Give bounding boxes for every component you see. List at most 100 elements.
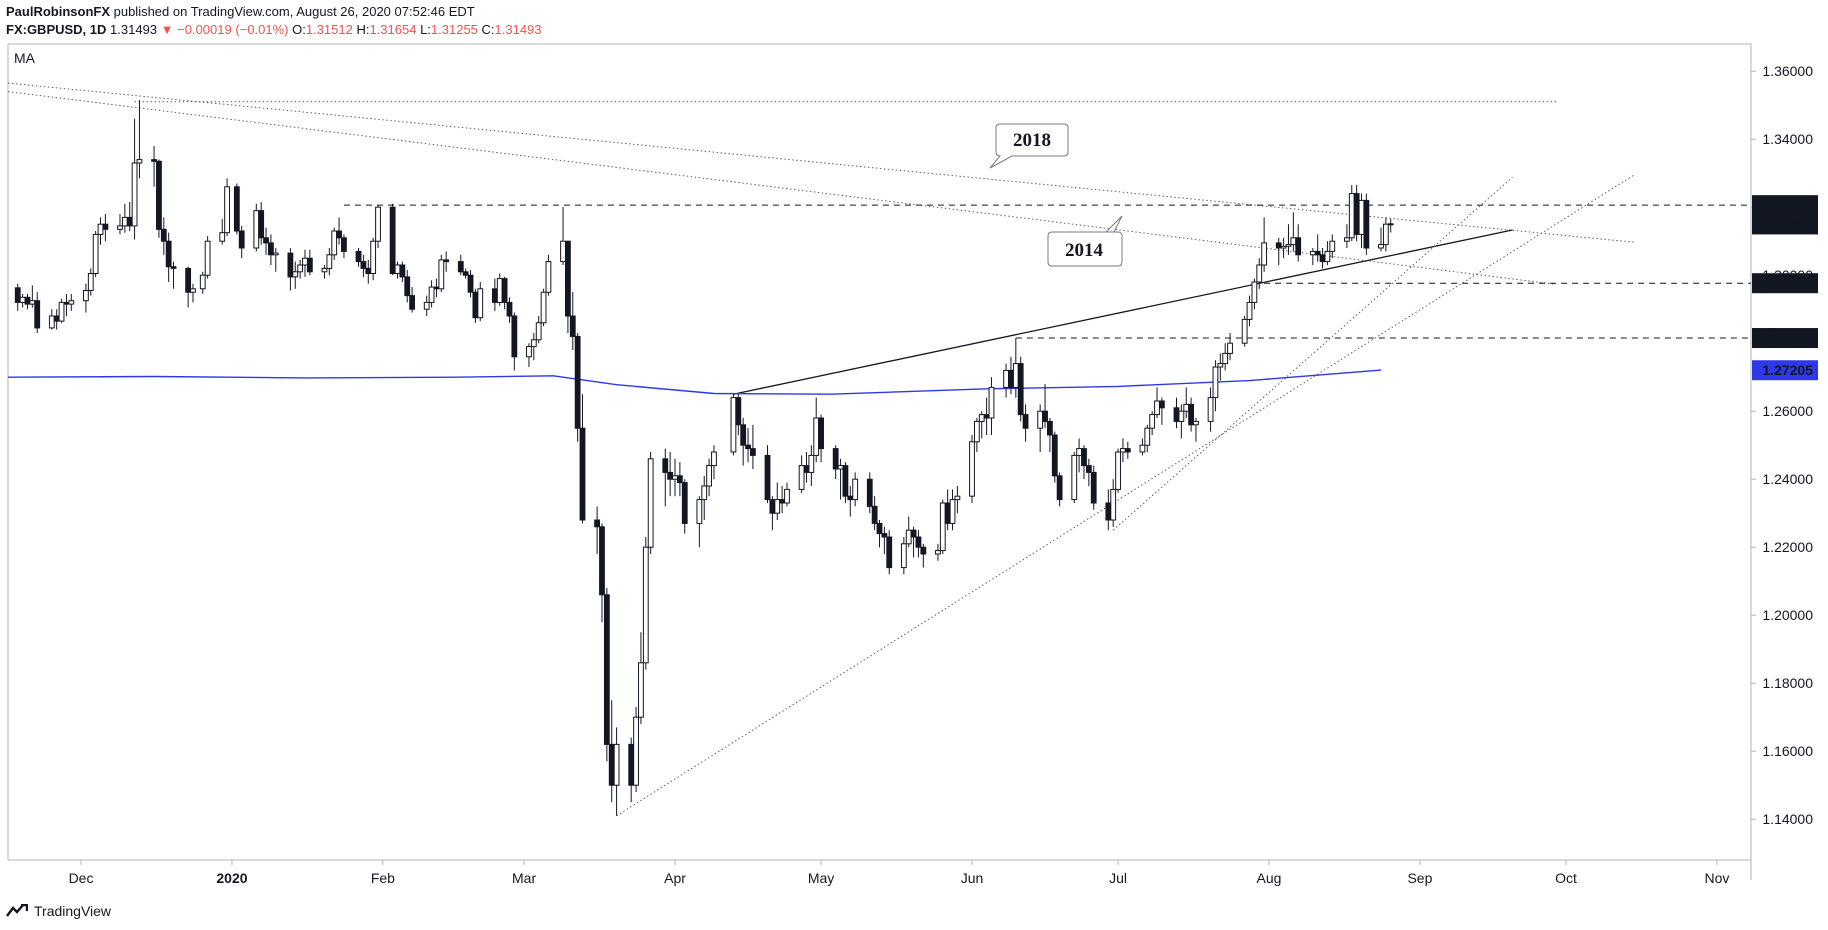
price-label-text: 1.29764 [1762, 275, 1813, 291]
candle-2020-03-12 [574, 333, 581, 442]
price-label-1.31493[interactable]: 1.31493 [1752, 214, 1818, 235]
candle-body [375, 206, 381, 242]
candle-body [1280, 245, 1287, 249]
candle-body [117, 225, 123, 230]
candle-body [711, 451, 717, 467]
candle-2020-06-12 [1022, 404, 1029, 442]
candle-2020-01-02 [233, 183, 240, 235]
trendlines-layer [7, 82, 1751, 817]
candle-2019-12-11 [126, 202, 133, 231]
candle-body [1056, 475, 1063, 501]
candle-body [1017, 363, 1024, 416]
candle-body [920, 546, 927, 555]
candle-body [1173, 407, 1180, 422]
candle-body [1110, 488, 1117, 521]
ma-line[interactable] [7, 369, 1382, 395]
candle-body [63, 301, 70, 305]
candle-body [253, 210, 260, 249]
candle-body [1183, 403, 1190, 412]
candle-2020-01-15 [297, 259, 304, 279]
candle-body [779, 499, 786, 504]
trendline-4[interactable] [733, 229, 1513, 395]
candle-2019-12-23 [185, 266, 192, 308]
candle-body [939, 502, 946, 552]
candle-body [287, 252, 294, 278]
candle-2020-07-30 [1256, 258, 1263, 289]
candle-2020-03-06 [545, 254, 552, 296]
indicator-label[interactable]: MA [14, 50, 36, 66]
candle-2020-07-23 [1222, 343, 1229, 371]
trendline-1[interactable] [7, 82, 1635, 243]
candle-2020-05-20 [910, 526, 917, 558]
candle-2020-07-14 [1178, 404, 1185, 439]
candle-2020-03-31 [667, 452, 674, 497]
candle-body [973, 420, 980, 443]
candle-body [185, 267, 192, 293]
author-name[interactable]: PaulRobinsonFX [6, 4, 110, 19]
candle-2020-07-07 [1144, 424, 1151, 452]
candle-2020-02-21 [477, 282, 484, 322]
candle-body [1329, 240, 1336, 252]
price-label-1.27205[interactable]: 1.27205 [1752, 360, 1818, 381]
candle-body [48, 315, 55, 329]
price-label-1.32060[interactable]: 1.32060 [1752, 195, 1818, 216]
candle-2020-01-23 [336, 217, 342, 245]
annotation-callout-2014[interactable] [1047, 215, 1123, 267]
price-axis[interactable]: 1.360001.340001.320001.300001.280001.260… [1751, 63, 1813, 827]
candle-body [1319, 254, 1326, 263]
candle-body [579, 427, 586, 521]
candle-body [949, 499, 956, 524]
candle-body [944, 502, 951, 524]
annotation-2018-label: 2018 [1013, 130, 1051, 151]
candle-2020-06-17 [1047, 418, 1053, 452]
candle-body [462, 271, 469, 276]
x-tick-label: Sep [1407, 870, 1432, 886]
candle-2020-08-03 [1275, 237, 1282, 265]
candle-body [876, 522, 883, 535]
candle-body [302, 257, 308, 266]
candle-2020-03-26 [642, 537, 649, 670]
candle-body [1256, 264, 1263, 283]
candle-2020-05-22 [920, 543, 927, 568]
candle-2020-01-21 [326, 248, 333, 276]
candle-body [832, 448, 839, 470]
y-tick-label: 1.22000 [1762, 539, 1813, 555]
annotation-callout-2018[interactable] [989, 123, 1069, 169]
price-label-1.28152[interactable]: 1.28152 [1752, 328, 1818, 349]
trendline-5[interactable] [616, 174, 1635, 817]
candle-body [126, 216, 133, 227]
tradingview-logo[interactable]: TradingView [6, 903, 111, 919]
candle-2020-02-26 [501, 276, 508, 310]
candle-body [97, 223, 104, 235]
tradingview-logo-icon [6, 904, 28, 917]
candle-body [1227, 342, 1233, 354]
candle-2020-07-08 [1149, 411, 1156, 435]
candle-body [905, 529, 912, 545]
candle-2020-04-16 [745, 428, 751, 463]
trendline-6[interactable] [1112, 176, 1513, 531]
candle-body [1275, 242, 1282, 249]
candle-body [24, 296, 31, 305]
candle-body [1085, 465, 1092, 473]
candle-2020-03-03 [530, 333, 537, 361]
price-label-1.29764[interactable]: 1.29764 [1752, 273, 1818, 294]
symbol-interval: FX:GBPUSD, 1D [6, 22, 107, 37]
candle-2020-08-17 [1343, 224, 1350, 248]
candle-2020-05-12 [871, 496, 878, 531]
candle-2020-01-30 [370, 237, 377, 281]
candle-body [1378, 244, 1384, 249]
candle-2020-02-14 [443, 251, 450, 272]
candle-body [988, 386, 995, 419]
candle-2019-12-16 [151, 146, 157, 187]
candle-body [1309, 250, 1316, 256]
candle-body [1012, 363, 1019, 388]
candle-2019-12-09 [117, 214, 123, 235]
candle-body [423, 301, 430, 310]
candle-body [87, 273, 94, 291]
candle-2020-01-29 [365, 259, 372, 284]
time-axis[interactable]: Dec 2020 Feb Mar Apr May Jun Jul Aug Sep Oct Nov [69, 860, 1730, 886]
candle-body [1348, 193, 1355, 239]
candle-body [1343, 237, 1350, 242]
candle-2020-07-15 [1183, 387, 1190, 418]
